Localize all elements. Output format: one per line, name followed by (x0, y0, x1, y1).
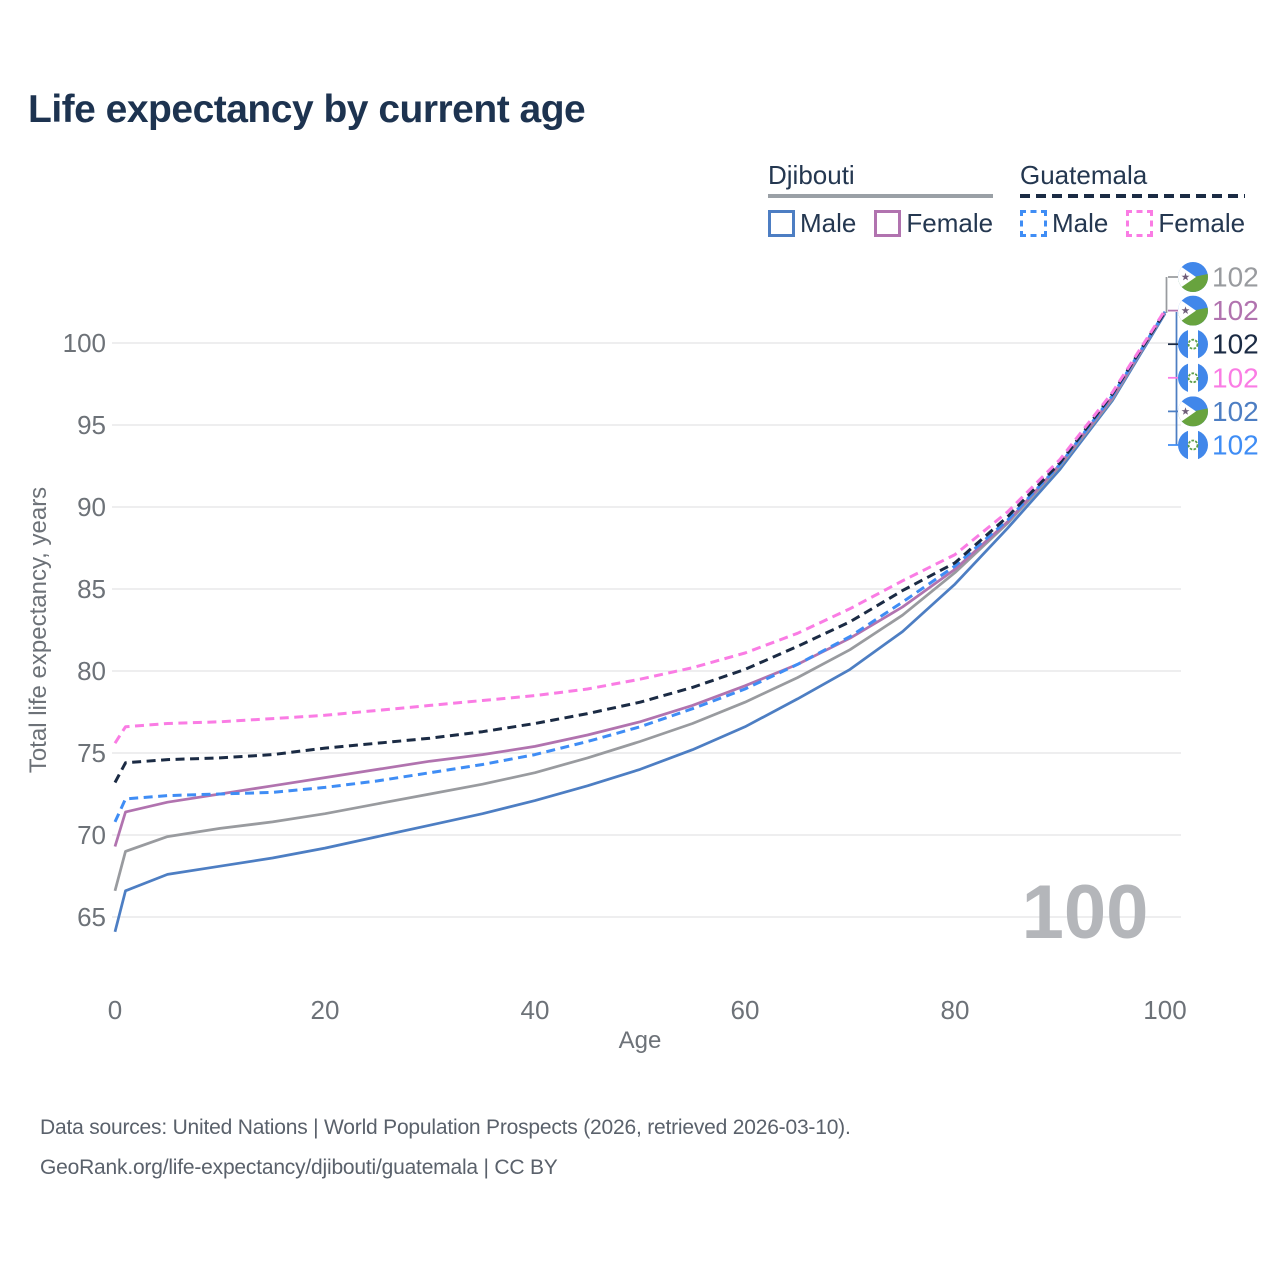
djibouti-female-swatch-icon (874, 210, 902, 237)
djibouti-flag-icon (1178, 262, 1208, 292)
source-url-line: GeoRank.org/life-expectancy/djibouti/gua… (40, 1156, 558, 1179)
x-axis-title: Age (619, 1027, 662, 1054)
series-line-gt-male[interactable] (113, 311, 1167, 823)
series-lines (113, 309, 1167, 933)
end-label-bracket (1165, 277, 1178, 445)
x-tick-label: 0 (108, 995, 122, 1025)
y-tick-label: 100 (63, 328, 106, 358)
y-axis-title: Total life expectancy, years (25, 487, 52, 773)
end-value-label: 102 (1212, 362, 1259, 393)
legend-label: Male (800, 208, 857, 238)
legend-item-djibouti-male[interactable]: Male (768, 208, 856, 239)
series-line-gt-female[interactable] (113, 309, 1167, 745)
guatemala-dashed-line-key (1020, 194, 1246, 198)
guatemala-male-swatch-icon (1020, 210, 1047, 237)
gridlines (112, 342, 1181, 918)
end-value-label: 102 (1212, 262, 1259, 293)
djibouti-flag-icon (1178, 296, 1208, 326)
y-tick-label: 80 (77, 656, 106, 686)
y-tick-label: 90 (77, 492, 106, 522)
data-sources-line: Data sources: United Nations | World Pop… (40, 1116, 851, 1139)
axis-ticks: 65 70 75 80 85 90 95 100 0 20 40 60 80 100 (63, 328, 1187, 1025)
legend-label: Female (906, 208, 994, 238)
x-tick-label: 20 (311, 995, 340, 1025)
end-value-label: 102 (1212, 295, 1259, 326)
legend-item-guatemala-female[interactable]: Female (1126, 208, 1245, 239)
legend-item-guatemala-male[interactable]: Male (1020, 208, 1108, 239)
guatemala-female-swatch-icon (1126, 210, 1154, 237)
guatemala-flag-icon (1178, 430, 1208, 460)
legend-item-djibouti-female[interactable]: Female (874, 208, 993, 239)
attribution: Data sources: United Nations | World Pop… (40, 1108, 851, 1188)
series-line-dj-male[interactable] (113, 312, 1167, 933)
legend-label: Male (1052, 208, 1109, 238)
series-line-gt-total[interactable] (113, 310, 1167, 784)
x-tick-label: 80 (941, 995, 970, 1025)
x-tick-label: 100 (1143, 995, 1186, 1025)
end-value-label: 102 (1212, 430, 1259, 461)
y-tick-label: 95 (77, 410, 106, 440)
x-tick-label: 40 (521, 995, 550, 1025)
y-tick-label: 85 (77, 574, 106, 604)
series-line-dj-total[interactable] (113, 311, 1167, 892)
end-value-label: 102 (1212, 396, 1259, 427)
guatemala-flag-icon (1178, 363, 1208, 393)
page-title: Life expectancy by current age (28, 88, 586, 131)
djibouti-male-swatch-icon (768, 210, 795, 237)
age-watermark: 100 (1022, 870, 1149, 955)
series-line-dj-female[interactable] (113, 311, 1167, 847)
y-tick-label: 75 (77, 738, 106, 768)
djibouti-flag-icon (1178, 396, 1208, 426)
y-tick-label: 70 (77, 820, 106, 850)
end-value-label: 102 (1212, 329, 1259, 360)
legend-group-djibouti: Djibouti Male Female (768, 160, 994, 239)
x-tick-label: 60 (731, 995, 760, 1025)
legend-label: Female (1158, 208, 1246, 238)
guatemala-flag-icon (1178, 329, 1208, 359)
djibouti-solid-line-key (768, 194, 994, 198)
legend-group-guatemala: Guatemala Male Female (1020, 160, 1246, 239)
y-tick-label: 65 (77, 902, 106, 932)
legend-country-djibouti: Djibouti (768, 160, 855, 190)
legend-country-guatemala: Guatemala (1020, 160, 1148, 190)
